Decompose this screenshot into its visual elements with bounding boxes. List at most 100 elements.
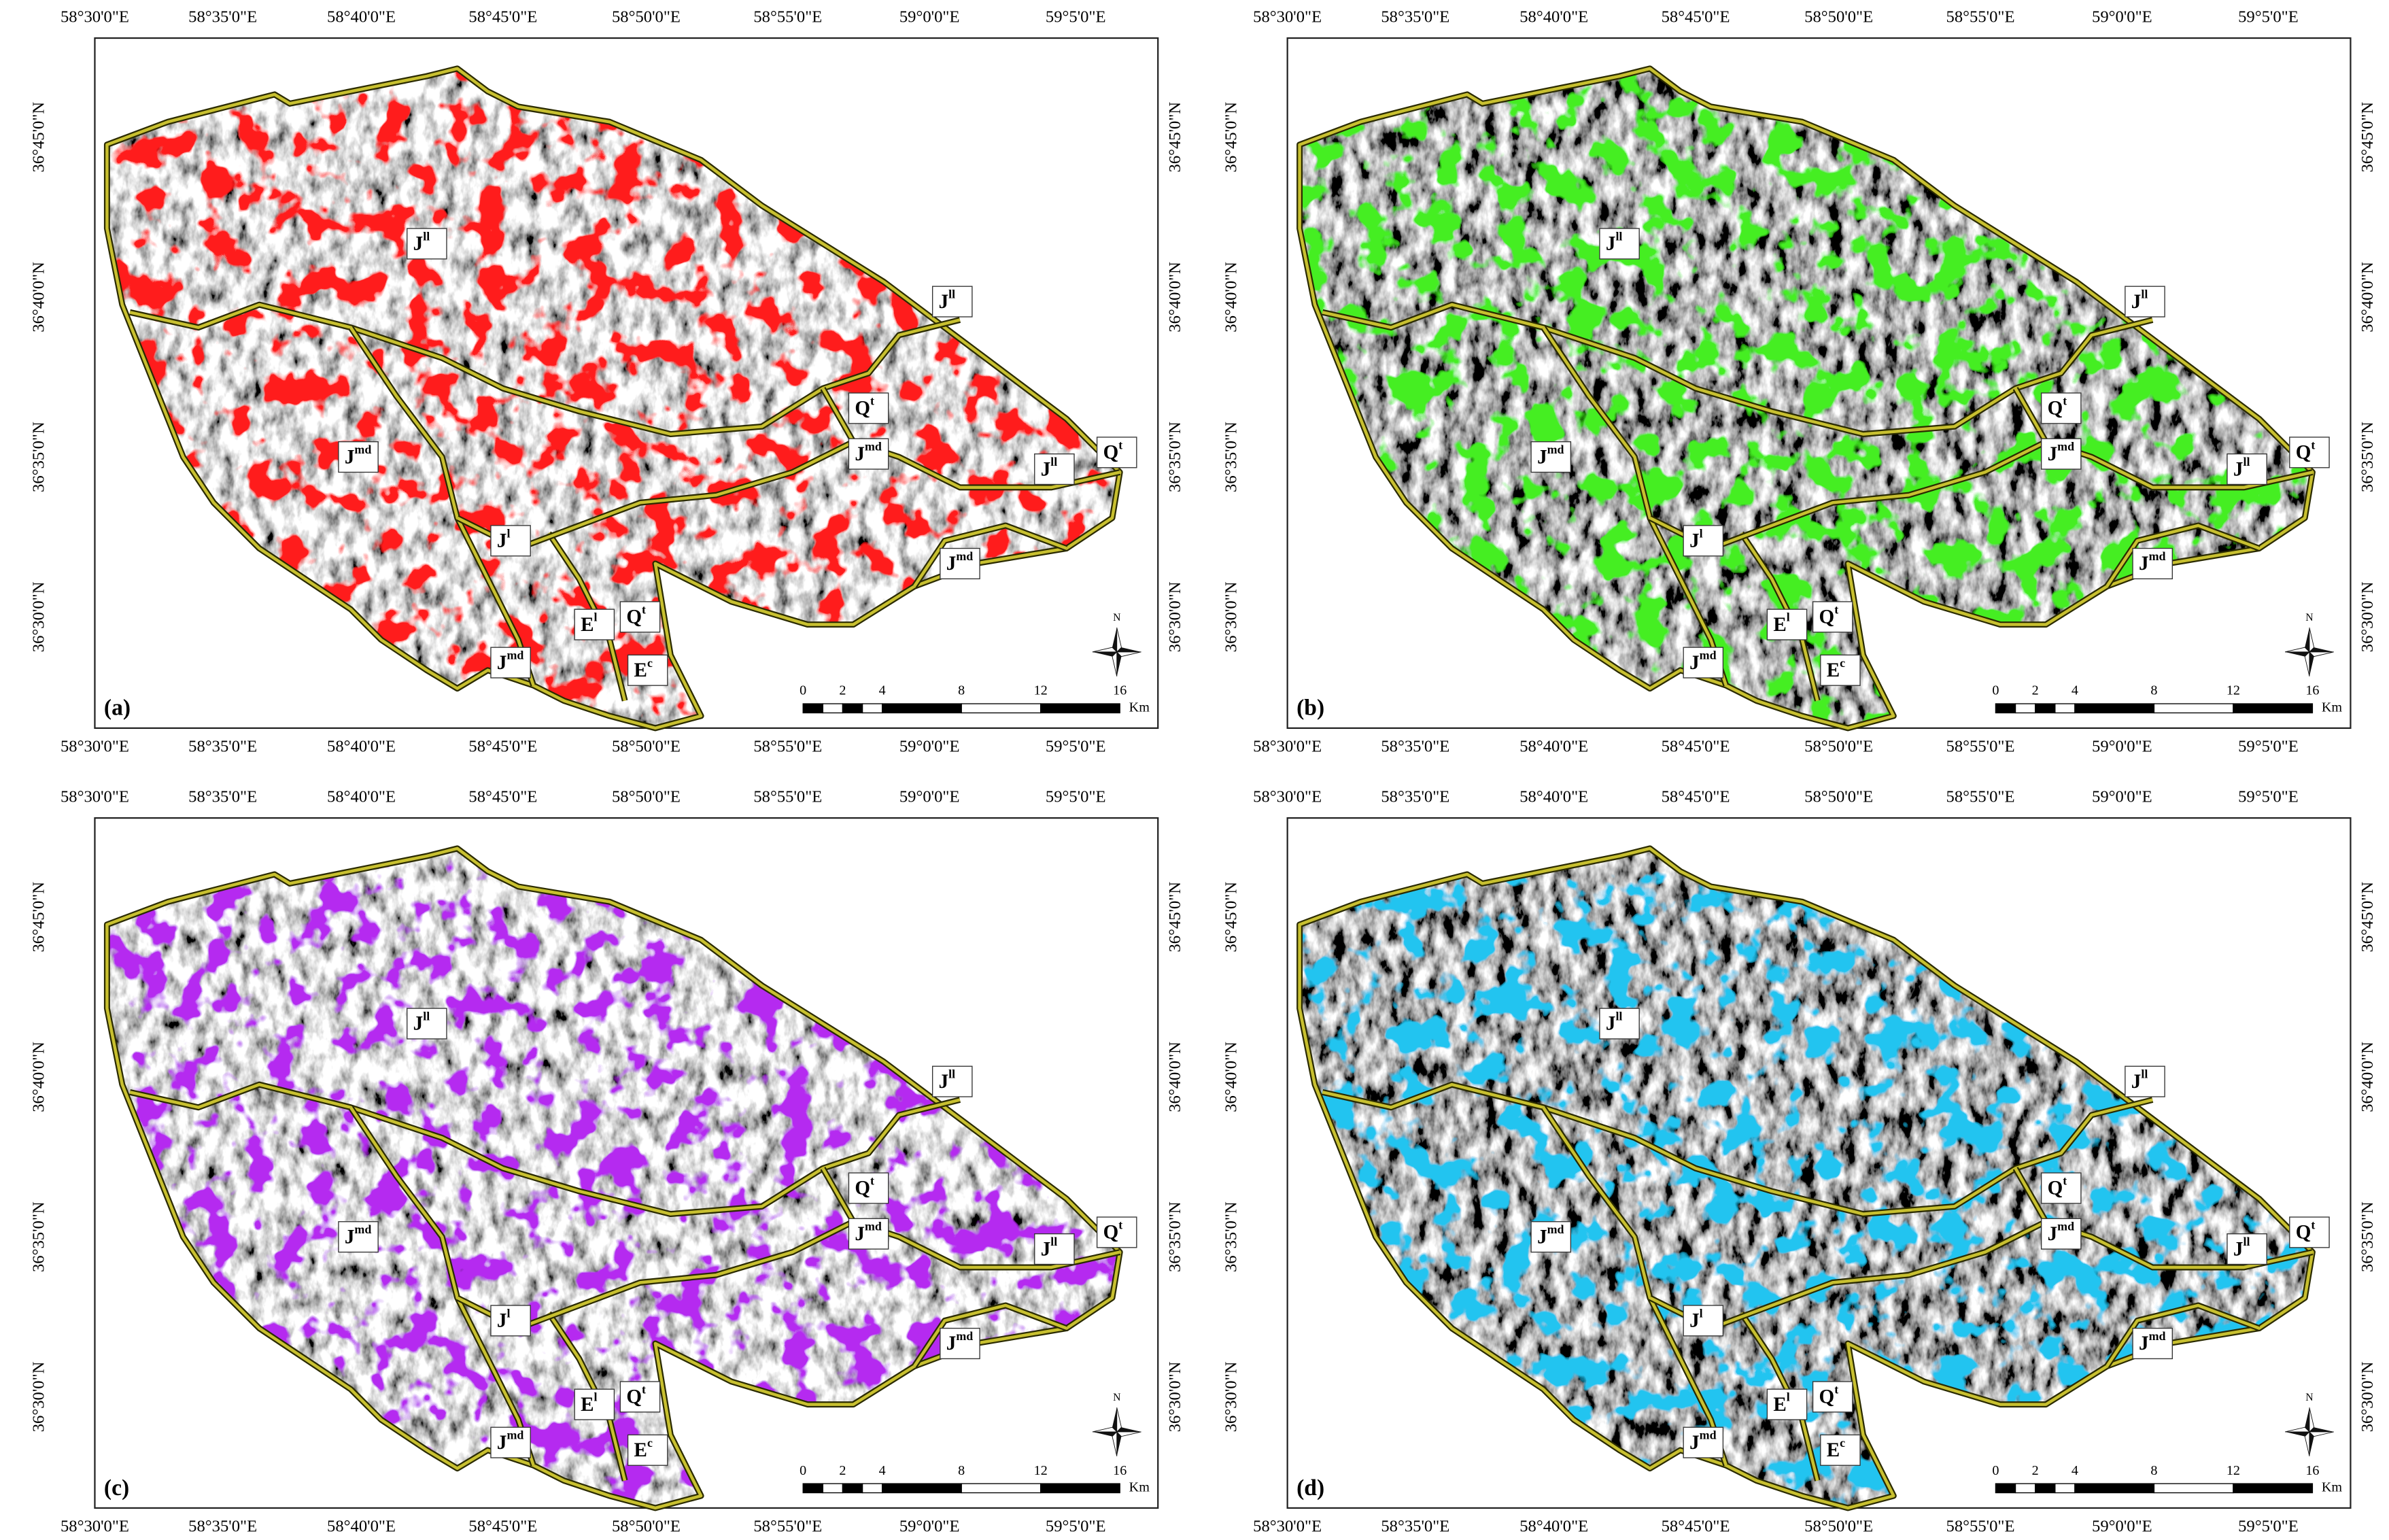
unit-base: E [1773,1394,1786,1416]
unit-label-box [2040,1172,2082,1204]
unit-label-text: Qt [855,394,874,420]
panel-label: (a) [104,696,131,721]
unit-label: Jl [1683,1305,1724,1337]
scale-bar-segment [961,1483,1042,1494]
unit-label-box [338,441,379,473]
unit-label-text: El [1773,1390,1789,1416]
unit-base: J [345,1226,355,1248]
unit-base: Q [626,606,642,628]
unit-label-box [1683,1426,1724,1458]
unit-base: Q [855,397,870,419]
longitude-label: 58°30'0"E [61,788,129,806]
unit-label: Jll [407,228,447,260]
latitude-label: 36°35'0"N [29,1201,48,1272]
longitude-label: 58°45'0"E [1662,738,1730,756]
scale-bar-segment [2153,703,2234,714]
unit-label-box [407,1008,447,1040]
unit-label-box [2125,1065,2165,1097]
longitude-label: 58°50'0"E [1804,788,1873,806]
unit-sup: c [1840,656,1845,670]
longitude-label: 59°0'0"E [2092,738,2152,756]
unit-label-text: El [1773,611,1789,636]
latitude-label: 36°35'0"N [1166,1201,1184,1272]
unit-base: Q [2048,1177,2063,1199]
unit-label-text: Jmd [855,1220,881,1245]
scale-bar-segment [861,1483,883,1494]
unit-sup: l [1787,1390,1790,1404]
unit-label-box [1812,1381,1853,1413]
scale-bar-tick-label: 12 [1034,683,1048,698]
longitude-label: 59°0'0"E [899,738,960,756]
scale-bar-tick-label: 12 [1034,1463,1048,1478]
unit-label-box [407,228,447,260]
north-arrow: N [1092,612,1141,677]
latitude-label: 36°40'0"N [1222,1042,1241,1112]
unit-label-text: Jl [497,1307,511,1332]
unit-base: J [1041,458,1051,480]
unit-label: Jll [931,286,973,318]
map-panel: 58°30'0"E 58°30'0"E 58°35'0"E 58°35'0"E 58°4… [1222,788,2377,1536]
unit-label: El [1766,609,1808,640]
unit-label-text: Jmd [2139,1329,2165,1354]
scale-bar-segment [1995,1483,2016,1494]
unit-sup: md [506,1428,523,1442]
unit-label-box [574,1388,615,1420]
unit-sup: t [1118,1218,1122,1232]
unit-sup: ll [1050,455,1057,468]
longitude-label: 59°5'0"E [1046,738,1106,756]
unit-sup: ll [2141,288,2148,301]
latitude-label: 36°40'0"N [1166,1042,1184,1112]
scale-bar-unit: Km [2322,700,2343,715]
unit-label-text: Jmd [497,1428,523,1454]
longitude-label: 58°40'0"E [1519,8,1588,27]
latitude-label: 36°35'0"N [29,422,48,492]
unit-sup: md [354,443,371,456]
unit-label-text: Jmd [345,443,371,468]
longitude-label: 58°30'0"E [1253,738,1322,756]
scale-bar-tick-label: 16 [2305,683,2319,698]
unit-base: J [1689,651,1700,673]
unit-label: El [1766,1388,1808,1420]
unit-label-text: Jll [1041,1235,1058,1260]
unit-label-box [848,1172,889,1204]
unit-base: J [1689,1310,1700,1331]
unit-sup: md [2057,1220,2074,1233]
unit-label-text: Jmd [946,1329,973,1354]
unit-base: J [497,651,507,673]
unit-base: E [581,613,594,635]
north-arrow-shape [2284,1407,2334,1456]
unit-boundary [912,524,1067,587]
longitude-label: 59°5'0"E [2238,788,2299,806]
unit-label-box [2132,1327,2173,1360]
unit-label-box [490,647,531,679]
unit-label: El [574,1388,615,1420]
latitude-label: 36°45'0"N [2358,882,2377,953]
scale-bar-tick-label: 16 [1113,683,1127,698]
unit-boundary [2014,388,2313,490]
unit-label: Jmd [2132,547,2173,580]
north-arrow: N [2284,1392,2334,1456]
longitude-label: 58°50'0"E [1804,8,1873,27]
longitude-label: 58°35'0"E [1381,788,1449,806]
longitude-label: 59°0'0"E [2092,1518,2152,1536]
unit-label-text: Jmd [497,649,523,674]
longitude-label: 58°40'0"E [1519,738,1588,756]
unit-label-box [490,525,531,557]
unit-base: J [2233,458,2244,480]
longitude-label: 58°55'0"E [753,1518,822,1536]
latitude-label: 36°30'0"N [1222,1361,1241,1432]
unit-base: E [634,1439,647,1461]
unit-sup: c [1840,1436,1845,1450]
longitude-label: 58°45'0"E [468,738,537,756]
unit-sup: t [1834,602,1838,616]
north-label: N [1113,612,1120,623]
unit-boundary [2014,1167,2313,1269]
unit-label-box [1096,437,1137,468]
longitude-label: 58°50'0"E [1804,738,1873,756]
unit-sup: ll [423,230,430,243]
unit-label-box [2289,1216,2330,1248]
latitude-label: 36°30'0"N [29,1361,48,1432]
unit-base: J [1606,233,1616,254]
unit-label: Qt [848,392,889,424]
unit-label-box [848,1218,889,1250]
